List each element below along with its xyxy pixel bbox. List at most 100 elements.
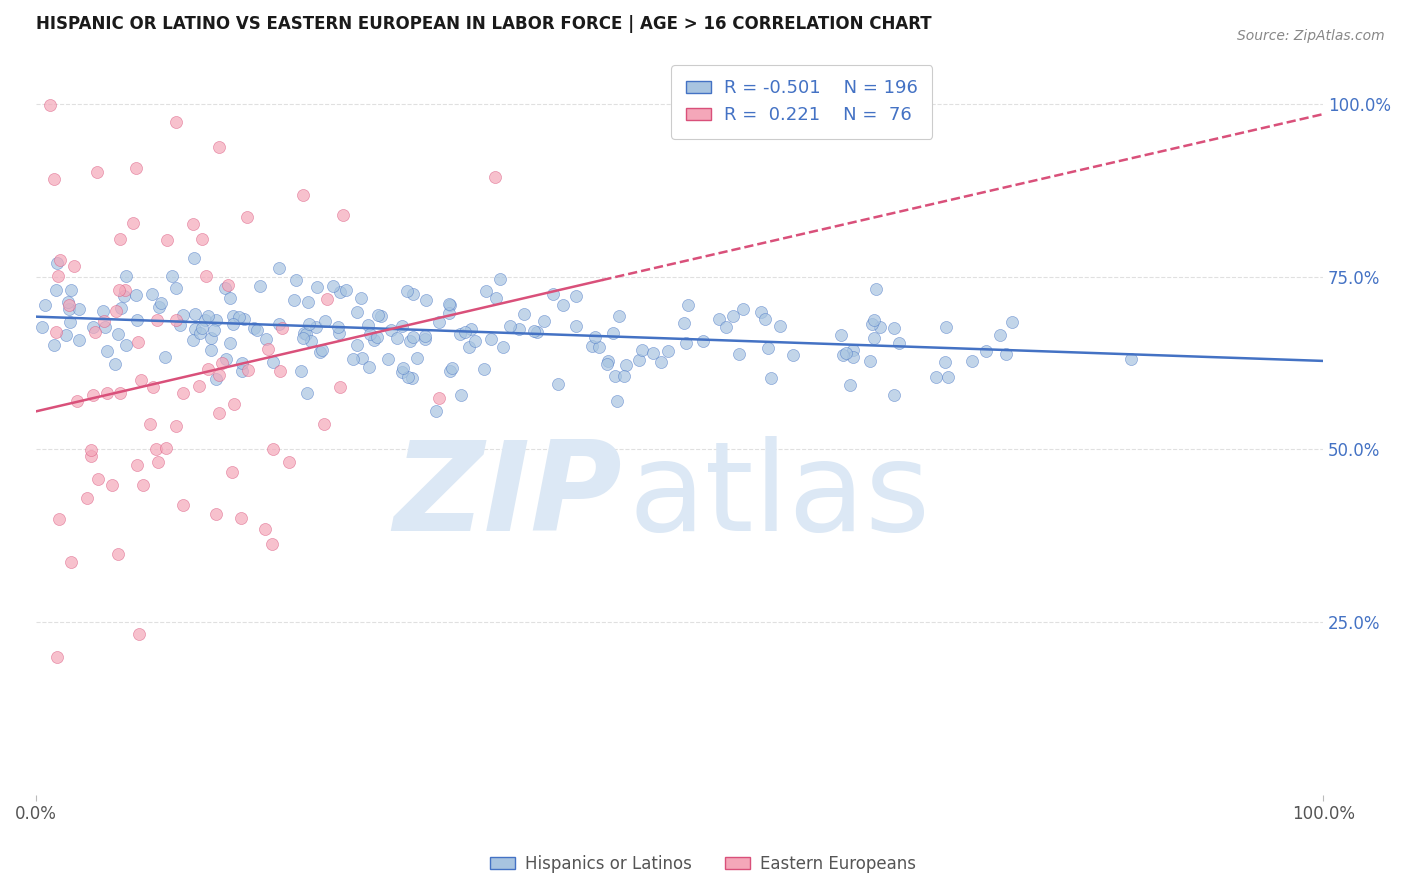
Point: [363, 333, 385, 347]
Point: [108, 386, 131, 401]
Point: [329, 380, 352, 394]
Point: [269, 318, 291, 332]
Point: [101, 478, 124, 492]
Point: [191, 232, 214, 246]
Point: [205, 372, 228, 386]
Point: [108, 231, 131, 245]
Point: [314, 314, 336, 328]
Point: [935, 320, 957, 334]
Point: [526, 326, 548, 340]
Point: [305, 319, 328, 334]
Point: [45, 256, 67, 270]
Point: [475, 284, 498, 298]
Point: [541, 287, 564, 301]
Point: [292, 326, 315, 341]
Point: [605, 369, 627, 384]
Point: [925, 369, 948, 384]
Point: [270, 321, 292, 335]
Point: [125, 161, 148, 175]
Point: [58, 315, 80, 329]
Point: [329, 285, 352, 300]
Point: [830, 327, 852, 342]
Point: [208, 139, 231, 153]
Point: [181, 333, 204, 347]
Point: [357, 318, 380, 332]
Point: [172, 498, 194, 512]
Point: [769, 318, 792, 333]
Point: [188, 326, 211, 340]
Point: [67, 301, 90, 316]
Point: [346, 337, 368, 351]
Point: [440, 361, 463, 376]
Point: [484, 170, 506, 185]
Point: [1001, 315, 1024, 329]
Point: [865, 283, 887, 297]
Point: [59, 555, 82, 569]
Point: [413, 332, 436, 346]
Point: [267, 260, 290, 275]
Point: [45, 325, 67, 339]
Point: [842, 343, 865, 357]
Point: [67, 333, 90, 347]
Point: [860, 317, 883, 331]
Point: [489, 272, 512, 286]
Point: [759, 371, 782, 385]
Point: [148, 300, 170, 314]
Point: [46, 268, 69, 283]
Text: Source: ZipAtlas.com: Source: ZipAtlas.com: [1237, 29, 1385, 43]
Point: [299, 334, 322, 348]
Point: [454, 326, 477, 340]
Point: [96, 344, 118, 359]
Point: [148, 455, 170, 469]
Point: [188, 379, 211, 393]
Point: [183, 307, 205, 321]
Point: [402, 330, 425, 344]
Point: [508, 322, 530, 336]
Point: [208, 406, 231, 420]
Point: [322, 279, 344, 293]
Point: [994, 347, 1017, 361]
Point: [676, 298, 699, 312]
Point: [254, 522, 277, 536]
Point: [396, 370, 419, 384]
Point: [607, 310, 630, 324]
Point: [80, 449, 103, 463]
Point: [58, 302, 80, 317]
Point: [311, 343, 333, 357]
Point: [657, 343, 679, 358]
Point: [370, 310, 392, 324]
Point: [731, 301, 754, 316]
Point: [87, 472, 110, 486]
Point: [437, 297, 460, 311]
Point: [165, 280, 187, 294]
Point: [498, 319, 520, 334]
Point: [214, 281, 236, 295]
Point: [934, 354, 956, 368]
Point: [883, 321, 905, 335]
Point: [169, 318, 191, 333]
Point: [402, 286, 425, 301]
Point: [114, 283, 136, 297]
Point: [204, 313, 226, 327]
Point: [754, 311, 776, 326]
Point: [236, 210, 259, 224]
Point: [208, 368, 231, 383]
Point: [427, 315, 450, 329]
Point: [146, 312, 169, 326]
Point: [1119, 351, 1142, 366]
Point: [588, 340, 610, 354]
Point: [425, 403, 447, 417]
Point: [839, 378, 862, 392]
Point: [692, 334, 714, 348]
Point: [62, 260, 84, 274]
Point: [108, 283, 131, 297]
Point: [82, 388, 104, 402]
Point: [127, 458, 149, 472]
Point: [316, 292, 339, 306]
Point: [82, 320, 104, 334]
Legend: Hispanics or Latinos, Eastern Europeans: Hispanics or Latinos, Eastern Europeans: [484, 848, 922, 880]
Point: [246, 323, 269, 337]
Point: [96, 386, 118, 401]
Point: [231, 364, 253, 378]
Point: [974, 343, 997, 358]
